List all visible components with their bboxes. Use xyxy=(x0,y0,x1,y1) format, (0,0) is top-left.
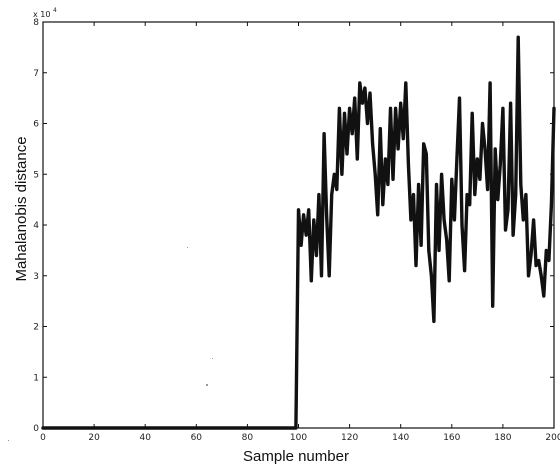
y-scale-base: x 10 xyxy=(33,10,50,19)
axis-labels: Sample number Mahalanobis distance x 10 … xyxy=(13,7,349,465)
plot-area xyxy=(41,21,556,430)
y-axis-label: Mahalanobis distance xyxy=(13,136,30,281)
x-tick-label: 160 xyxy=(443,433,460,443)
x-axis-label: Sample number xyxy=(243,448,349,465)
y-tick-label: 8 xyxy=(33,18,39,28)
series-line-0 xyxy=(41,35,556,430)
speck xyxy=(206,384,208,386)
y-tick-label: 6 xyxy=(33,120,39,130)
x-tick-label: 180 xyxy=(494,433,511,443)
scan-specks xyxy=(8,247,213,441)
speck xyxy=(8,440,9,441)
y-scale-exponent: 4 xyxy=(53,7,57,14)
y-tick-label: 0 xyxy=(33,424,39,434)
speck xyxy=(212,358,213,359)
axis-ticks: 0 20 40 60 80 100 120 140 160 180 200 0 1 2 3 4 5 6 7 8 xyxy=(33,18,560,443)
y-tick-label: 1 xyxy=(33,373,39,383)
x-tick-label: 20 xyxy=(88,433,100,443)
y-tick-label: 2 xyxy=(33,323,39,333)
y-tick-label: 5 xyxy=(33,170,39,180)
x-tick-label: 100 xyxy=(290,433,307,443)
y-tick-label: 7 xyxy=(33,69,39,79)
x-tick-label: 140 xyxy=(392,433,409,443)
y-tick-label: 4 xyxy=(33,221,39,231)
y-tick-label: 3 xyxy=(33,272,39,282)
x-tick-label: 40 xyxy=(139,433,151,443)
speck xyxy=(187,247,188,248)
x-tick-label: 80 xyxy=(242,433,254,443)
x-tick-label: 120 xyxy=(341,433,358,443)
x-tick-label: 200 xyxy=(545,433,560,443)
x-tick-label: 0 xyxy=(40,433,46,443)
x-tick-label: 60 xyxy=(191,433,203,443)
